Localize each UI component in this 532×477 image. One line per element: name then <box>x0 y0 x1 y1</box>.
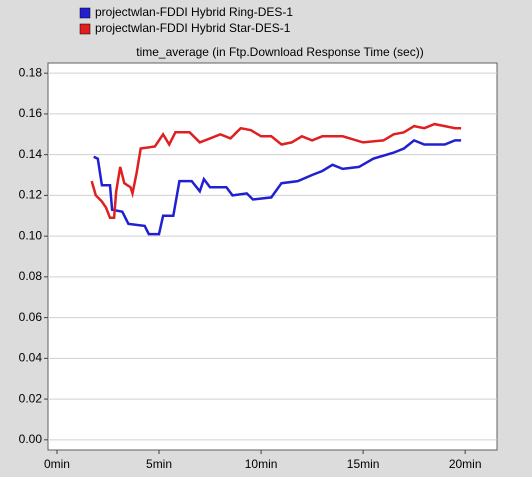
legend-label: projectwlan-FDDI Hybrid Star-DES-1 <box>95 21 291 35</box>
x-tick-label: 5min <box>146 457 172 471</box>
legend-swatch <box>79 7 91 19</box>
y-tick-label: 0.18 <box>19 65 43 79</box>
series-line <box>90 122 462 220</box>
x-tick-label: 10min <box>245 457 278 471</box>
legend-label: projectwlan-FDDI Hybrid Ring-DES-1 <box>95 5 293 19</box>
legend-swatch <box>79 23 91 35</box>
x-tick-label: 20min <box>449 457 482 471</box>
y-tick-label: 0.10 <box>19 228 43 242</box>
x-tick-label: 0min <box>44 457 70 471</box>
y-tick-label: 0.06 <box>19 310 43 324</box>
y-tick-label: 0.16 <box>19 106 43 120</box>
y-tick-label: 0.12 <box>19 188 43 202</box>
plot-area <box>47 62 498 451</box>
y-tick-label: 0.14 <box>19 147 43 161</box>
x-tick-label: 15min <box>347 457 380 471</box>
y-tick-label: 0.02 <box>19 391 43 405</box>
y-tick-label: 0.04 <box>19 351 43 365</box>
y-tick-label: 0.00 <box>19 432 43 446</box>
series-line <box>93 138 462 236</box>
chart-title: time_average (in Ftp.Download Response T… <box>136 45 423 59</box>
y-tick-label: 0.08 <box>19 269 43 283</box>
